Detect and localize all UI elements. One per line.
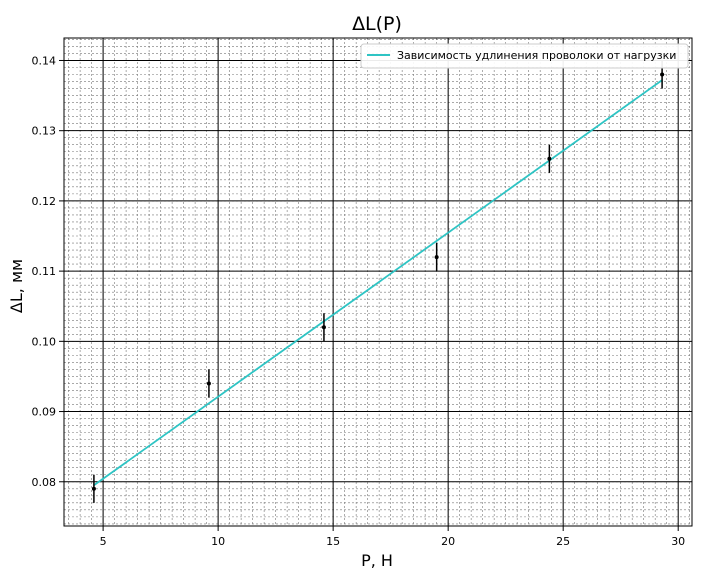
y-tick-label: 0.12: [32, 195, 57, 208]
y-tick-label: 0.08: [32, 476, 57, 489]
x-tick-label: 30: [671, 535, 685, 548]
plot-frame: [63, 37, 693, 527]
y-tick-label: 0.10: [32, 335, 57, 348]
data-point: [321, 325, 326, 330]
data-point: [91, 486, 96, 491]
y-tick-label: 0.13: [32, 125, 57, 138]
chart-marks: [91, 60, 665, 503]
fit-line: [93, 79, 663, 487]
x-tick-label: 10: [211, 535, 225, 548]
chart-title: ΔL(P): [352, 13, 402, 35]
legend-label: Зависимость удлинения проволоки от нагру…: [397, 49, 676, 62]
y-tick-label: 0.11: [32, 265, 57, 278]
y-tick-label: 0.09: [32, 406, 57, 419]
data-point: [206, 381, 211, 386]
data-point: [434, 255, 439, 260]
x-tick-label: 5: [100, 535, 107, 548]
legend: Зависимость удлинения проволоки от нагру…: [360, 43, 689, 69]
x-tick-label: 20: [441, 535, 455, 548]
data-point: [547, 156, 552, 161]
legend-box: [360, 43, 689, 69]
x-tick-label: 15: [326, 535, 340, 548]
axes: 5 10 15 20 25 30 0.08 0.09 0.10 0.11 0.12 0.13 0.14: [32, 37, 693, 548]
x-tick-label: 25: [556, 535, 570, 548]
y-tick-label: 0.14: [32, 54, 57, 67]
data-point: [660, 72, 665, 77]
y-axis-label: ΔL, мм: [7, 259, 26, 313]
x-axis-label: P, Н: [361, 551, 393, 570]
